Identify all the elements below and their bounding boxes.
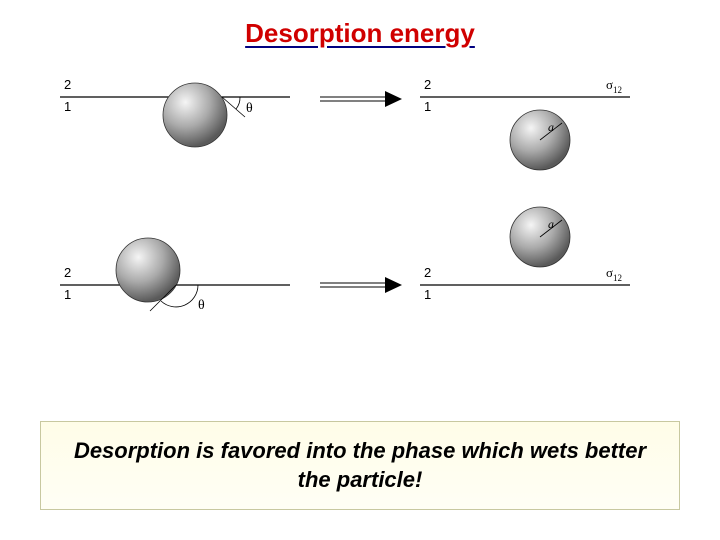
caption-text: Desorption is favored into the phase whi…	[74, 438, 646, 493]
diagram-container: 2 1 θ 2 1 σ12 a 2 1 θ	[60, 65, 630, 395]
phase-label-2-r1: 2	[424, 77, 431, 92]
phase-label-2: 2	[64, 77, 71, 92]
particle-bot-left	[116, 238, 180, 302]
radius-label-bot: a	[548, 217, 554, 231]
phase-label-2-b: 2	[64, 265, 71, 280]
angle-arc-top	[236, 97, 240, 109]
arrow-top	[320, 91, 402, 107]
phase-label-1-br: 1	[424, 287, 431, 302]
theta-label-bot: θ	[198, 298, 205, 313]
phase-label-1-r1: 1	[424, 99, 431, 114]
sigma-label-top: σ12	[606, 77, 622, 95]
sigma-label-bot: σ12	[606, 265, 622, 283]
caption-box: Desorption is favored into the phase whi…	[40, 421, 680, 510]
page-title: Desorption energy	[245, 18, 475, 49]
phase-label-1-b: 1	[64, 287, 71, 302]
arrow-bot	[320, 277, 402, 293]
radius-label-top: a	[548, 120, 554, 134]
theta-label-top: θ	[246, 101, 253, 116]
phase-label-1: 1	[64, 99, 71, 114]
phase-label-2-br: 2	[424, 265, 431, 280]
desorption-diagram: 2 1 θ 2 1 σ12 a 2 1 θ	[60, 65, 630, 395]
particle-top-left	[163, 83, 227, 147]
